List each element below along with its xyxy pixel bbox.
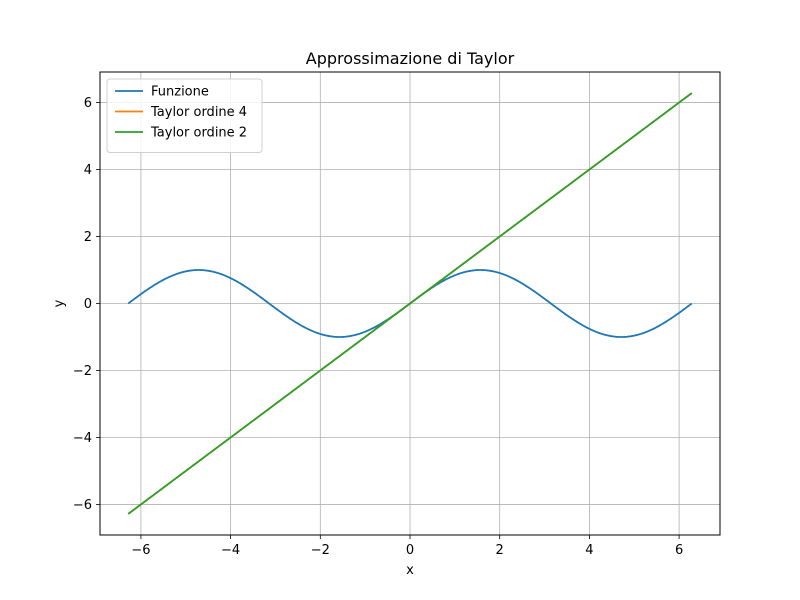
y-tick-label: 6 — [84, 96, 92, 111]
y-tick-label: 0 — [84, 297, 92, 312]
x-tick-label: 4 — [585, 543, 593, 558]
x-tick-label: −6 — [131, 543, 150, 558]
x-tick-label: 0 — [406, 543, 414, 558]
y-tick-label: −6 — [73, 498, 92, 513]
series-lines — [127, 92, 693, 515]
legend-label: Funzione — [151, 85, 209, 100]
y-tick-label: −2 — [73, 364, 92, 379]
legend: Funzione Taylor ordine 4 Taylor ordine 2 — [106, 78, 263, 153]
legend-box — [106, 78, 263, 153]
x-tick-label: −2 — [311, 543, 330, 558]
y-tick-label: 4 — [84, 163, 92, 178]
legend-label: Taylor ordine 2 — [150, 126, 247, 141]
x-tick-label: 6 — [675, 543, 683, 558]
x-tick-label: 2 — [496, 543, 504, 558]
y-tick-label: −4 — [73, 431, 92, 446]
grid-lines — [100, 72, 720, 535]
x-tick-label: −4 — [221, 543, 240, 558]
series-line — [127, 92, 693, 515]
y-tick-label: 2 — [84, 230, 92, 245]
x-axis-label: x — [406, 563, 414, 578]
legend-label: Taylor ordine 4 — [150, 105, 247, 120]
chart-title: Approssimazione di Taylor — [306, 49, 515, 68]
y-axis-label: y — [52, 299, 67, 307]
axis-ticks: −6 −4 −2 0 2 4 6 −6 −4 −2 0 2 4 6 — [73, 96, 683, 558]
